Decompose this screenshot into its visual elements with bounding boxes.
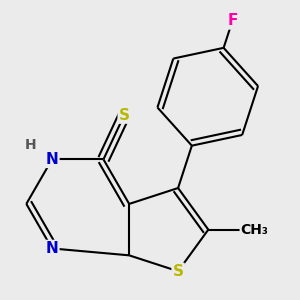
Text: S: S [172,264,184,279]
Text: H: H [24,138,36,152]
Text: CH₃: CH₃ [241,223,268,237]
Text: N: N [46,152,59,167]
Text: F: F [227,14,238,28]
Text: N: N [46,241,59,256]
Text: S: S [119,108,130,123]
